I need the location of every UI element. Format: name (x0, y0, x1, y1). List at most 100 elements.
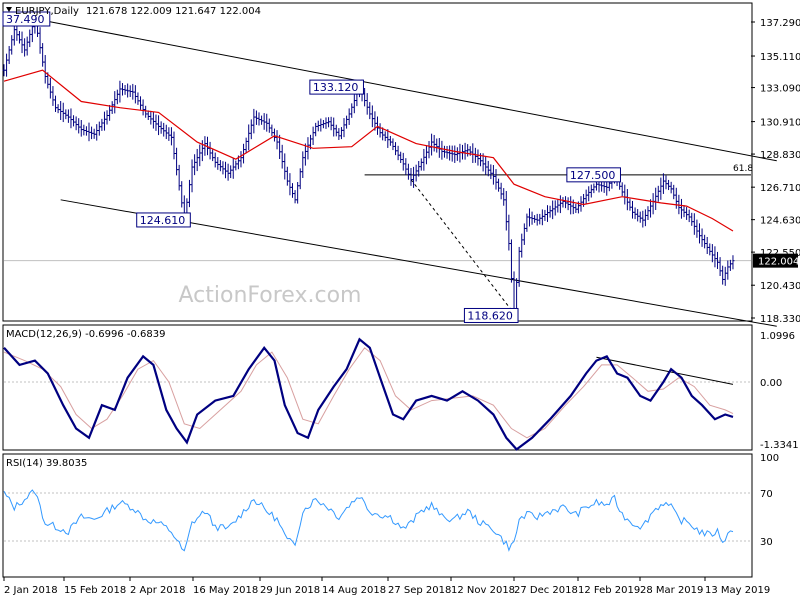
price-bar (494, 169, 498, 190)
price-bar (316, 120, 320, 132)
price-tick-label: 133.090 (760, 84, 800, 95)
x-tick-label: 29 Jun 2018 (260, 585, 320, 596)
price-bar (314, 122, 318, 137)
price-bar (324, 117, 328, 129)
price-label-box: 133.120 (309, 79, 364, 95)
price-bar (376, 116, 379, 135)
x-axis: 2 Jan 2018 15 Feb 2018 2 Apr 2018 16 May 20… (3, 577, 770, 596)
price-bar (115, 89, 119, 105)
rsi-tick-label: 30 (760, 537, 773, 548)
macd-label: MACD(12,26,9) -0.6996 -0.6839 (6, 329, 166, 340)
x-tick-label: 13 May 2019 (705, 585, 770, 596)
price-trendline (410, 179, 515, 314)
price-bar (427, 141, 431, 159)
price-bar (337, 128, 341, 141)
label-text: 37.490 (6, 13, 45, 26)
price-bar (126, 83, 130, 98)
chart-menu-icon[interactable] (6, 7, 12, 12)
price-bar (265, 113, 269, 132)
price-bar (108, 104, 112, 121)
price-bar (383, 131, 387, 142)
price-bar (497, 178, 501, 192)
price-bar (257, 112, 261, 126)
current-price-box (753, 253, 798, 268)
price-bar (66, 109, 70, 123)
price-bar (700, 228, 704, 247)
x-tick-label: 16 May 2018 (193, 585, 258, 596)
price-bar (643, 209, 647, 227)
price-bar (306, 137, 310, 160)
x-tick-label: 28 Mar 2019 (640, 585, 703, 596)
price-bar (685, 207, 689, 220)
price-bar (587, 186, 591, 202)
x-tick-label: 12 Nov 2018 (451, 585, 515, 596)
macd-tick-label: -1.3341 (760, 440, 799, 451)
price-bar (661, 173, 665, 194)
label-text: 127.500 (570, 169, 616, 182)
price-bar (535, 213, 539, 226)
price-bar (51, 86, 55, 106)
price-bar (59, 101, 63, 121)
rsi-panel-frame (2, 453, 753, 578)
price-bar (110, 101, 114, 114)
label-border (463, 307, 519, 323)
price-bar (659, 177, 663, 200)
price-bar (157, 115, 161, 136)
price-bar (522, 223, 526, 245)
price-tick-label: 137.290 (760, 18, 800, 29)
price-bar (159, 121, 163, 134)
label-text: 133.120 (313, 81, 359, 94)
price-bar (538, 213, 542, 225)
label-text: 118.620 (467, 309, 512, 322)
price-bar (167, 127, 171, 141)
price-tick-label: 118.330 (760, 314, 800, 325)
price-bar (682, 205, 686, 218)
price-bar (440, 140, 444, 160)
price-bar (651, 193, 655, 215)
price-bar (100, 118, 104, 131)
price-bar (198, 144, 202, 167)
price-bar (548, 205, 552, 218)
price-bar (262, 113, 266, 130)
price-bar (136, 92, 140, 105)
price-bar (520, 233, 524, 258)
price-bar (672, 184, 676, 200)
price-bar (25, 36, 29, 56)
price-bar (311, 126, 315, 145)
price-bar (471, 143, 475, 163)
price-bar (234, 160, 238, 171)
label-border (566, 167, 621, 183)
price-bar (401, 152, 405, 171)
price-bar (123, 84, 127, 95)
macd-panel-frame (2, 324, 753, 451)
price-bar (5, 53, 9, 77)
price-bar (417, 160, 421, 177)
price-bar (489, 164, 493, 180)
price-bar (329, 116, 333, 131)
price-bar (638, 211, 642, 223)
label-border (309, 79, 364, 95)
price-bar (504, 190, 508, 231)
price-bar (92, 128, 96, 139)
price-tick-label: 122.550 (760, 248, 800, 259)
price-bar (195, 148, 199, 172)
price-bar (28, 29, 32, 48)
price-bar (270, 124, 274, 137)
price-bar (118, 80, 122, 103)
price-bar (574, 203, 578, 213)
price-bar (592, 183, 596, 194)
price-bar (213, 152, 217, 168)
price-bar (507, 214, 511, 251)
price-bar (713, 246, 717, 268)
price-bar (368, 102, 372, 120)
price-bar (23, 38, 27, 57)
price-bar (252, 108, 256, 134)
moving-average-line (3, 69, 734, 232)
price-bar (339, 127, 343, 140)
price-bar (105, 110, 109, 125)
price-bar (244, 137, 248, 154)
price-bar (664, 175, 668, 190)
price-bar (61, 102, 65, 123)
price-bar (710, 244, 714, 263)
price-label-box: 127.500 (566, 167, 621, 183)
